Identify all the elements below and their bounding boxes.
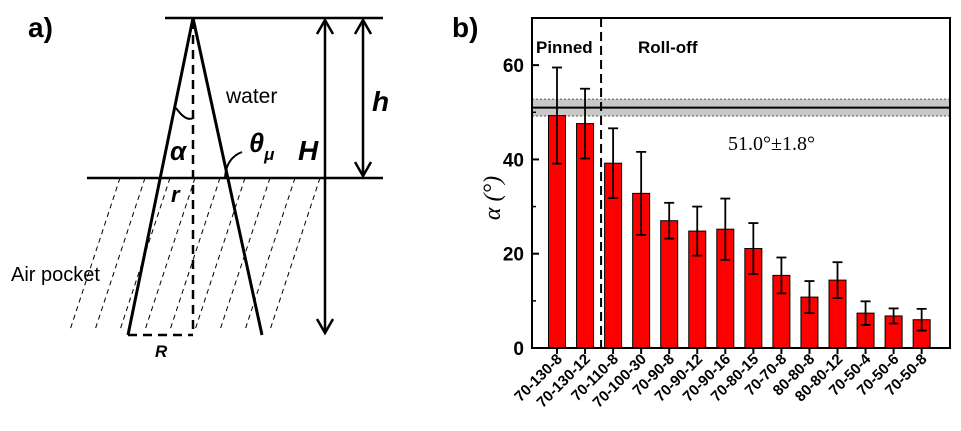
H-label: H [298,135,319,166]
panel-a-label: a) [28,12,53,43]
R-label: R [155,342,168,361]
reference-band-label: 51.0°±1.8° [728,133,815,155]
air-pocket-label: Air pocket [11,264,100,286]
y-axis-label: α (°) [480,176,506,220]
h-label: h [372,86,389,117]
water-label: water [225,85,277,108]
r-label: r [171,182,181,207]
bars-group [548,66,931,349]
alpha-arc [175,107,194,120]
theta-arc [224,151,243,179]
panel-b-chart: b) Pinned Roll-off 51.0°±1.8° 0 20 40 60 70… [452,12,951,411]
H-arrow [315,17,335,336]
y-tick-label: 40 [503,150,524,171]
h-arrow [353,17,373,179]
y-axis: 0 20 40 60 [503,56,539,360]
cone-left-side [126,17,195,336]
x-axis: 70-130-870-130-1270-110-870-100-3070-90-… [511,348,930,411]
rolloff-label: Roll-off [638,38,698,57]
pinned-label: Pinned [536,38,593,57]
y-tick-label: 0 [513,339,524,360]
panel-b-label: b) [452,12,478,43]
y-tick-label: 60 [503,56,524,77]
y-tick-label: 20 [503,245,524,266]
alpha-label: α [170,136,188,166]
bar [660,220,679,349]
reference-band [532,98,950,117]
panel-a-diagram: a) [11,12,389,361]
cone-right-side [191,17,264,336]
air-pocket-hatching [69,177,321,331]
plot-frame [531,17,951,349]
theta-label: θμ [249,128,275,164]
